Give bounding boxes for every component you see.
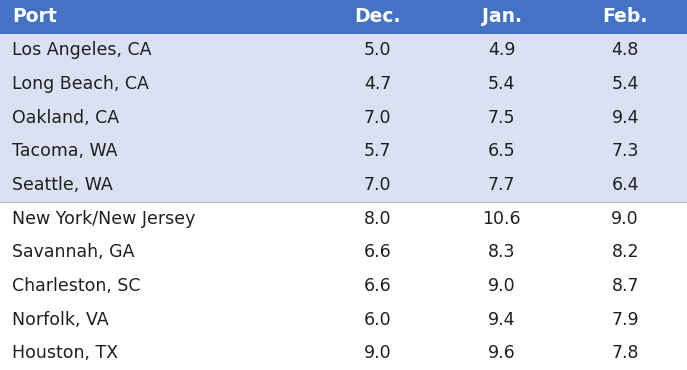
- Text: Feb.: Feb.: [602, 7, 648, 26]
- Text: 8.7: 8.7: [611, 277, 639, 295]
- Text: 8.2: 8.2: [611, 243, 639, 261]
- Text: 9.0: 9.0: [488, 277, 515, 295]
- Text: 6.6: 6.6: [364, 243, 392, 261]
- Text: 9.0: 9.0: [611, 210, 639, 228]
- Bar: [0, 336, 687, 370]
- Text: 4.8: 4.8: [611, 41, 639, 60]
- Text: 7.0: 7.0: [364, 109, 392, 127]
- Text: Tacoma, WA: Tacoma, WA: [12, 142, 118, 160]
- Bar: [0, 235, 687, 269]
- Bar: [0, 135, 687, 168]
- Text: 10.6: 10.6: [482, 210, 521, 228]
- Text: Charleston, SC: Charleston, SC: [12, 277, 141, 295]
- Text: Dec.: Dec.: [354, 7, 401, 26]
- Text: 7.9: 7.9: [611, 310, 639, 329]
- Text: Los Angeles, CA: Los Angeles, CA: [12, 41, 152, 60]
- Text: 7.0: 7.0: [364, 176, 392, 194]
- Text: Seattle, WA: Seattle, WA: [12, 176, 113, 194]
- Text: 7.5: 7.5: [488, 109, 515, 127]
- Text: 7.3: 7.3: [611, 142, 639, 160]
- Bar: [0, 34, 687, 67]
- Text: 5.0: 5.0: [364, 41, 392, 60]
- Text: 6.0: 6.0: [364, 310, 392, 329]
- Text: 4.7: 4.7: [364, 75, 392, 93]
- Text: 8.3: 8.3: [488, 243, 515, 261]
- Text: 6.4: 6.4: [611, 176, 639, 194]
- Bar: [0, 269, 687, 303]
- Bar: [0, 101, 687, 135]
- Text: 7.8: 7.8: [611, 344, 639, 362]
- Text: 5.7: 5.7: [364, 142, 392, 160]
- Text: 5.4: 5.4: [611, 75, 639, 93]
- Text: New York/New Jersey: New York/New Jersey: [12, 210, 196, 228]
- Text: Long Beach, CA: Long Beach, CA: [12, 75, 149, 93]
- Text: 9.4: 9.4: [488, 310, 515, 329]
- Text: 4.9: 4.9: [488, 41, 515, 60]
- Text: 9.6: 9.6: [488, 344, 515, 362]
- Text: 6.5: 6.5: [488, 142, 515, 160]
- Text: 6.6: 6.6: [364, 277, 392, 295]
- Text: Savannah, GA: Savannah, GA: [12, 243, 135, 261]
- Bar: [0, 67, 687, 101]
- Text: 5.4: 5.4: [488, 75, 515, 93]
- Text: Houston, TX: Houston, TX: [12, 344, 118, 362]
- Text: Oakland, CA: Oakland, CA: [12, 109, 120, 127]
- Bar: [0, 202, 687, 235]
- Bar: [0, 168, 687, 202]
- Bar: [0, 303, 687, 336]
- Bar: [0, 0, 687, 34]
- Text: Port: Port: [12, 7, 57, 26]
- Text: 7.7: 7.7: [488, 176, 515, 194]
- Text: 9.4: 9.4: [611, 109, 639, 127]
- Text: Jan.: Jan.: [482, 7, 521, 26]
- Text: 9.0: 9.0: [364, 344, 392, 362]
- Text: 8.0: 8.0: [364, 210, 392, 228]
- Text: Norfolk, VA: Norfolk, VA: [12, 310, 109, 329]
